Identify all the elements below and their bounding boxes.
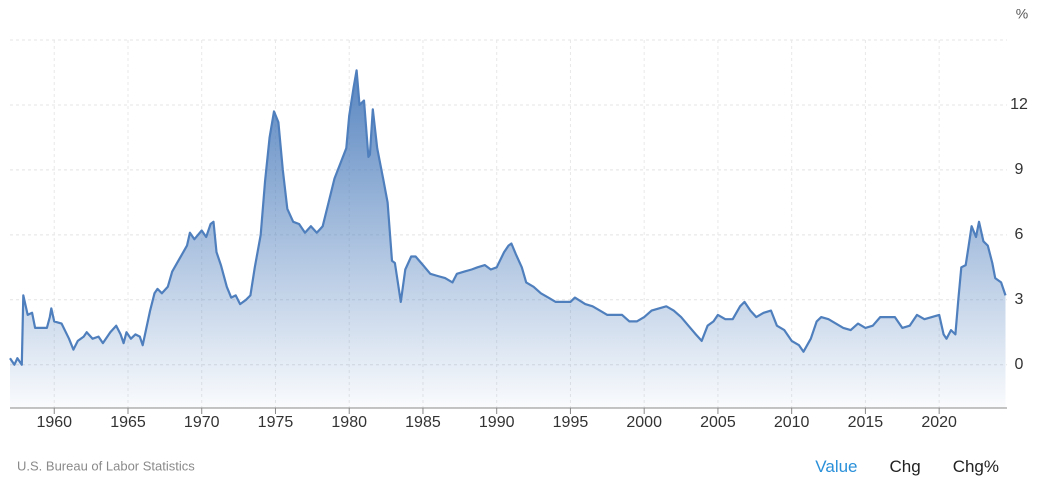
x-tick-label: 2010 [774, 414, 810, 431]
x-tick-label: 2005 [700, 414, 736, 431]
x-tick-label: 1990 [479, 414, 515, 431]
x-tick-label: 1995 [553, 414, 589, 431]
y-tick-label: 9 [1015, 161, 1024, 178]
x-tick-label: 2015 [848, 414, 884, 431]
source: U.S. Bureau of Labor Statistics [17, 458, 195, 473]
tab[interactable]: Chg% [952, 457, 999, 476]
x-tick-label: 1975 [258, 414, 294, 431]
x-tick-label: 1980 [331, 414, 367, 431]
line [9, 69, 1007, 366]
y-tick-label: 0 [1015, 356, 1024, 373]
x-tick-label: 1960 [36, 414, 72, 431]
x-tick-label: 2000 [626, 414, 662, 431]
y-tick-label: 6 [1015, 226, 1024, 243]
tabs: Value Chg Chg% [815, 457, 999, 477]
tab[interactable]: Chg [889, 457, 921, 476]
y-unit: % [1016, 6, 1028, 22]
y-tick-label: 12 [1010, 96, 1028, 113]
x-tick-label: 1985 [405, 414, 441, 431]
tab[interactable]: Value [815, 457, 858, 476]
area [10, 70, 1006, 409]
x-tick-label: 1965 [110, 414, 146, 431]
x-tick-label: 2020 [921, 414, 957, 431]
x-tick-label: 1970 [184, 414, 220, 431]
y-tick-label: 3 [1015, 291, 1024, 308]
